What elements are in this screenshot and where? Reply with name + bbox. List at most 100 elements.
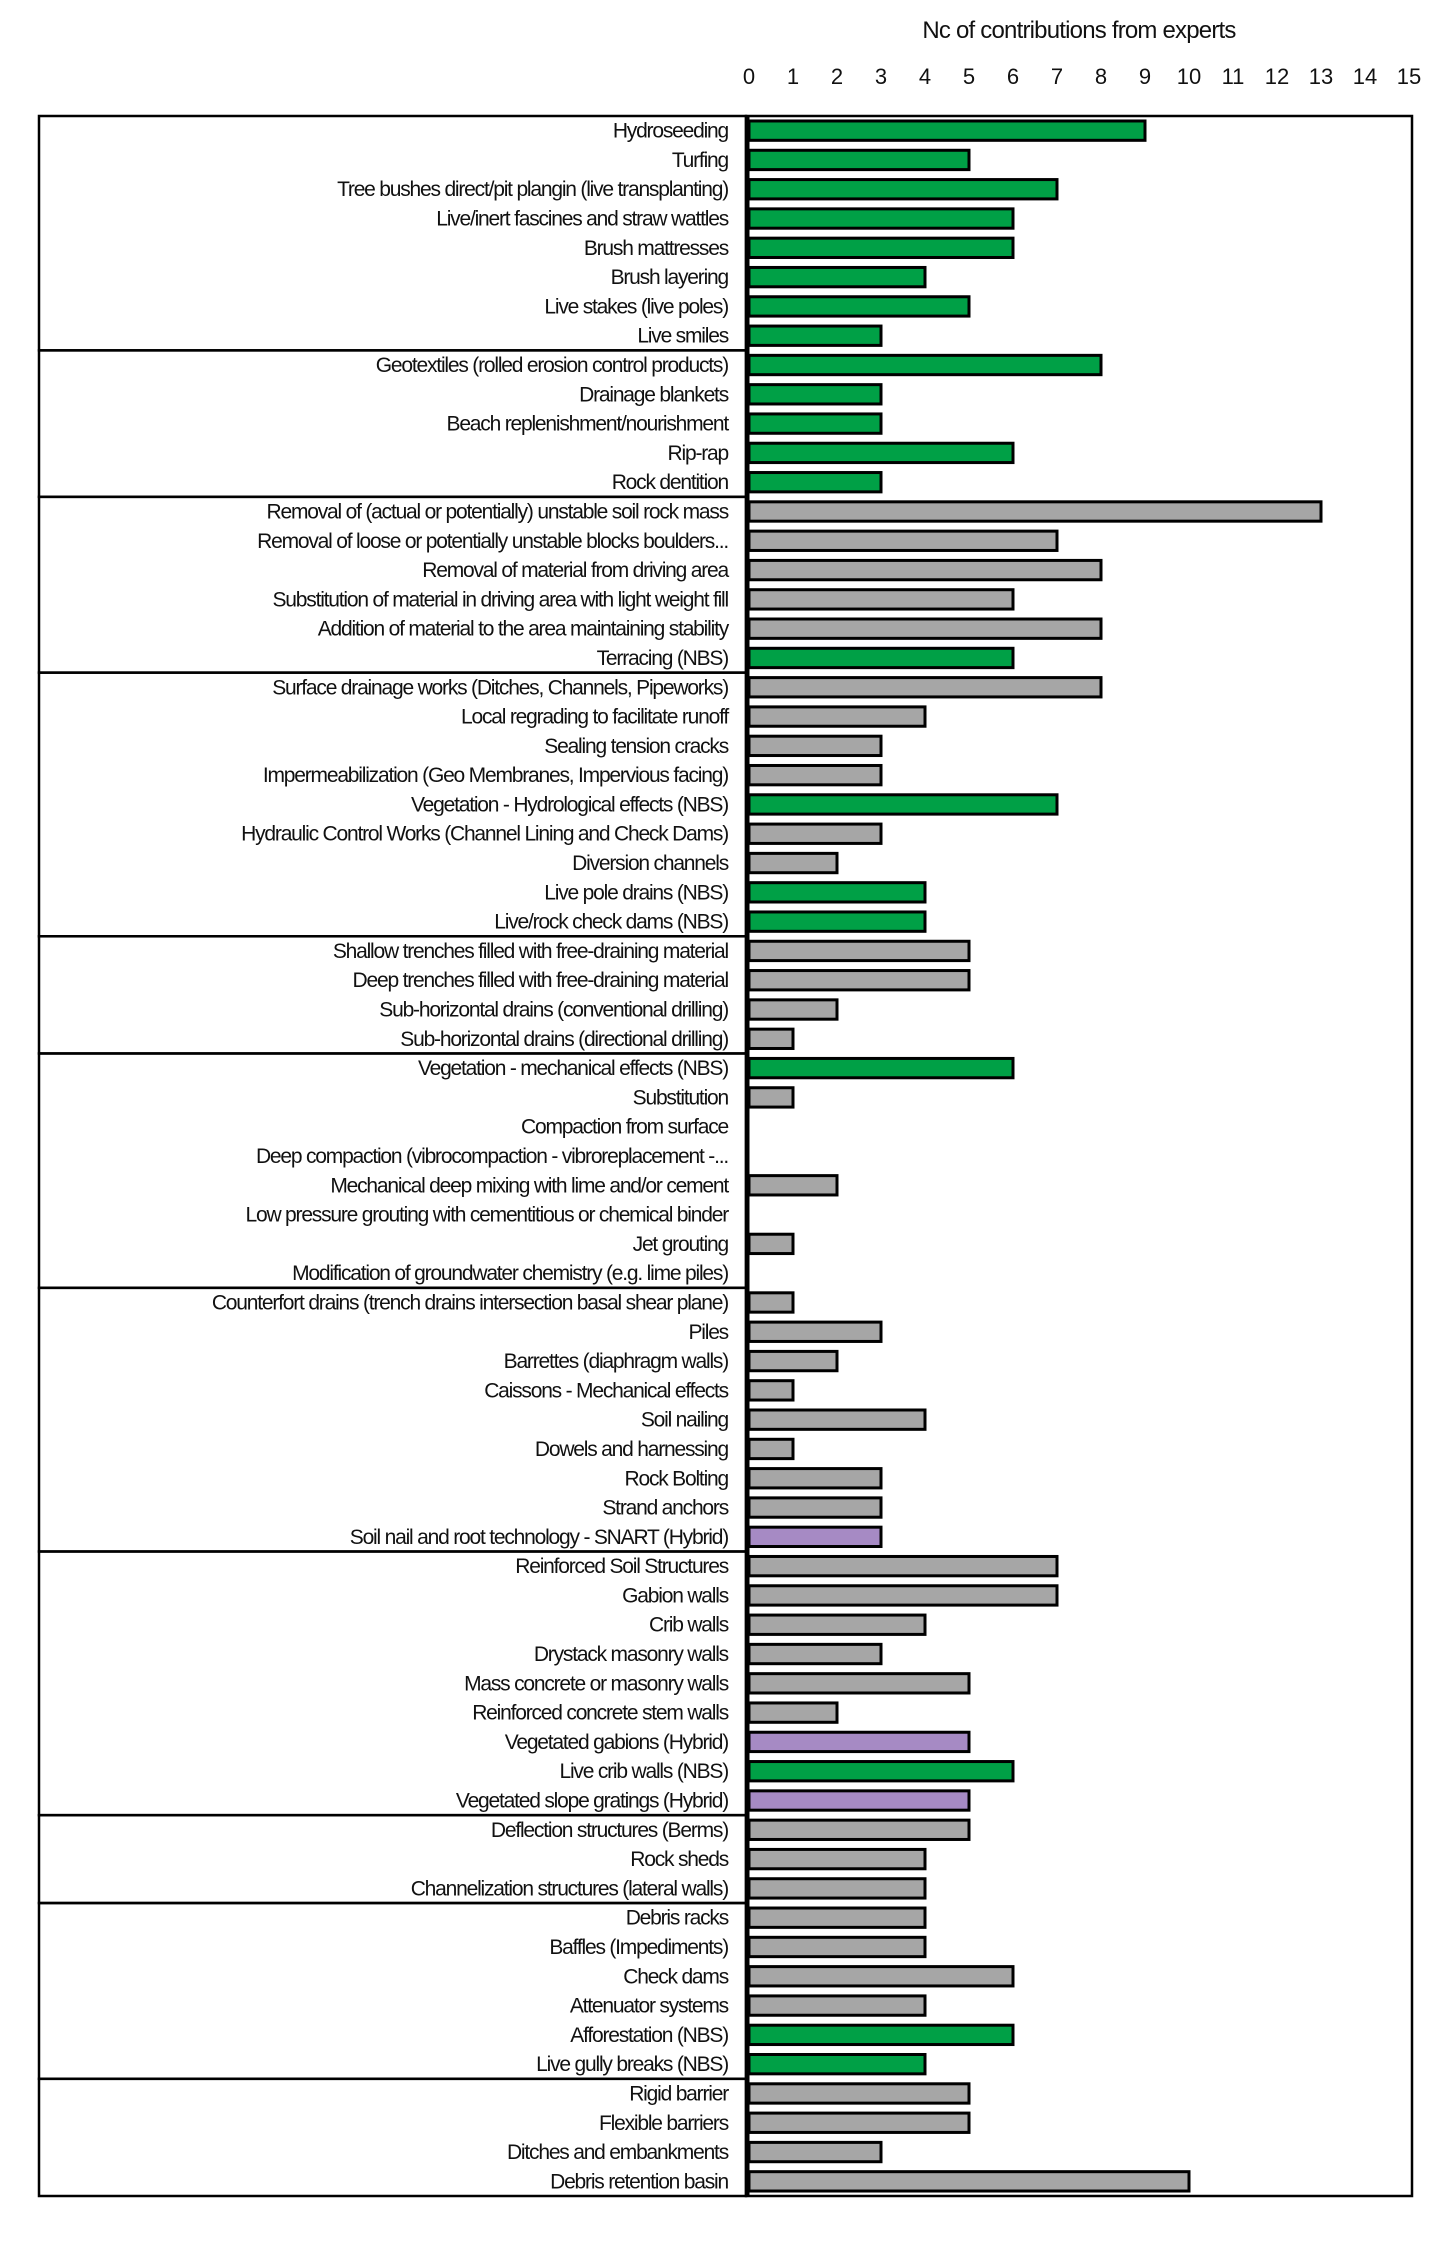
bar-grey xyxy=(747,734,883,758)
category-label: Vegetated slope gratings (Hybrid) xyxy=(456,1790,728,1813)
bar-grey xyxy=(747,1935,927,1959)
x-tick-label: 13 xyxy=(1309,64,1333,89)
bar-nbs xyxy=(747,793,1059,816)
bar-grey xyxy=(747,1554,1059,1578)
bar-nbs xyxy=(747,471,883,494)
category-label: Rock dentition xyxy=(612,471,729,494)
bar-grey xyxy=(747,500,1323,523)
bar-grey xyxy=(747,1408,927,1431)
category-label: Live/rock check dams (NBS) xyxy=(494,911,728,934)
category-label: Drainage blankets xyxy=(579,383,729,406)
category-label: Sealing tension cracks xyxy=(544,735,728,758)
bar-grey xyxy=(747,676,1103,699)
category-label: Addition of material to the area maintai… xyxy=(318,618,730,641)
category-label: Strand anchors xyxy=(602,1497,728,1520)
category-label: Crib walls xyxy=(649,1614,729,1637)
bar-grey xyxy=(747,1320,883,1343)
bar-grey xyxy=(747,617,1103,640)
bar-hybrid xyxy=(747,1730,971,1754)
x-tick-label: 8 xyxy=(1095,64,1107,89)
category-labels: Hydroseeding Turfing Tree bushes direct/pi… xyxy=(212,120,731,2194)
bar-grey xyxy=(747,998,839,1021)
bar-grey xyxy=(747,1584,1059,1607)
category-label: Tree bushes direct/pit plangin (live tra… xyxy=(337,178,728,201)
bar-nbs xyxy=(747,353,1103,377)
bar-grey xyxy=(747,1994,927,2017)
bar-nbs xyxy=(747,441,1015,465)
category-label: Rigid barrier xyxy=(629,2082,729,2105)
bar-hybrid xyxy=(747,1525,883,1549)
category-label: Debris retention basin xyxy=(550,2170,728,2193)
bar-grey xyxy=(747,763,883,787)
category-label: Mechanical deep mixing with lime and/or … xyxy=(330,1174,729,1197)
bar-grey xyxy=(747,1349,839,1373)
category-label: Counterfort drains (trench drains inters… xyxy=(212,1291,728,1314)
category-label: Live pole drains (NBS) xyxy=(544,881,728,904)
bar-grey xyxy=(747,558,1103,582)
category-label: Brush mattresses xyxy=(584,237,729,260)
category-label: Reinforced Soil Structures xyxy=(515,1555,728,1578)
bar-grey xyxy=(747,705,927,728)
category-label: Live gully breaks (NBS) xyxy=(536,2053,728,2076)
category-label: Piles xyxy=(688,1321,728,1344)
bar-grey xyxy=(747,2111,971,2134)
x-tick-label: 1 xyxy=(787,64,799,89)
bar-nbs xyxy=(747,236,1015,259)
category-label: Flexible barriers xyxy=(599,2112,729,2135)
category-label: Rip-rap xyxy=(668,442,729,465)
category-label: Afforestation (NBS) xyxy=(570,2024,728,2047)
bar-grey xyxy=(747,1847,927,1871)
bar-grey xyxy=(747,1437,795,1461)
category-label: Modification of groundwater chemistry (e… xyxy=(292,1262,728,1285)
bar-nbs xyxy=(747,383,883,406)
category-label: Sub-horizontal drains (conventional dril… xyxy=(379,999,728,1022)
category-label: Removal of (actual or potentially) unsta… xyxy=(267,500,729,523)
group-frame xyxy=(37,2077,748,2198)
category-label: Low pressure grouting with cementitious … xyxy=(245,1204,729,1227)
category-label: Soil nail and root technology - SNART (H… xyxy=(350,1526,728,1549)
bar-nbs xyxy=(747,119,1147,142)
category-label: Live crib walls (NBS) xyxy=(559,1760,728,1783)
category-label: Live/inert fascines and straw wattles xyxy=(436,208,728,231)
x-tick-label: 2 xyxy=(831,64,843,89)
bar-grey xyxy=(747,851,839,875)
bar-grey xyxy=(747,1965,1015,1988)
category-label: Reinforced concrete stem walls xyxy=(472,1702,728,1725)
category-label: Hydraulic Control Works (Channel Lining … xyxy=(241,823,728,846)
category-label: Brush layering xyxy=(611,266,729,289)
category-label: Compaction from surface xyxy=(521,1116,729,1139)
category-label: Live stakes (live poles) xyxy=(544,295,728,318)
category-label: Check dams xyxy=(623,1965,728,1988)
x-tick-label: 5 xyxy=(963,64,975,89)
category-label: Vegetation - mechanical effects (NBS) xyxy=(418,1057,728,1080)
bar-nbs xyxy=(747,646,1015,670)
bar-nbs xyxy=(747,324,883,347)
bar-grey xyxy=(747,1379,795,1402)
bar-nbs xyxy=(747,207,1015,230)
category-label: Ditches and embankments xyxy=(507,2141,729,2164)
bar-grey xyxy=(747,1232,795,1256)
bar-grey xyxy=(747,1642,883,1666)
category-label: Diversion channels xyxy=(572,852,729,875)
category-label: Surface drainage works (Ditches, Channel… xyxy=(272,676,728,699)
category-label: Jet grouting xyxy=(633,1233,729,1256)
bars xyxy=(747,119,1323,2193)
bar-grey xyxy=(747,2140,883,2164)
category-label: Soil nailing xyxy=(641,1409,729,1432)
bar-grey xyxy=(747,2170,1191,2193)
bar-nbs xyxy=(747,2053,927,2076)
x-tick-label: 6 xyxy=(1007,64,1019,89)
bar-grey xyxy=(747,1027,795,1050)
group-frames xyxy=(37,114,1414,2198)
bar-grey xyxy=(747,1906,927,1929)
category-label: Gabion walls xyxy=(622,1584,729,1607)
category-label: Attenuator systems xyxy=(570,1995,729,2018)
category-label: Sub-horizontal drains (directional drill… xyxy=(400,1028,728,1051)
category-label: Caissons - Mechanical effects xyxy=(484,1379,728,1402)
category-label: Beach replenishment/nourishment xyxy=(447,413,730,436)
category-label: Channelization structures (lateral walls… xyxy=(411,1877,728,1900)
bar-grey xyxy=(747,822,883,845)
bar-nbs xyxy=(747,265,927,289)
category-label: Substitution of material in driving area… xyxy=(273,588,729,611)
bar-grey xyxy=(747,1613,927,1636)
